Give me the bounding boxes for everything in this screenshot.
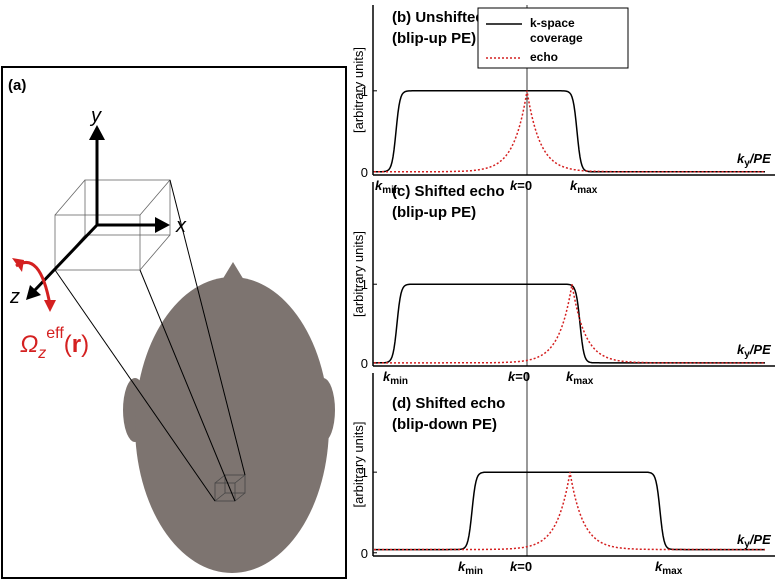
symbol: k [566,369,574,384]
paren: ( [64,331,72,358]
symbol: k [570,178,578,193]
y-tick-label: 0 [361,546,368,561]
x-axis-label: ky/PE [737,532,771,550]
symbol: k [510,559,518,574]
subscript: min [465,566,483,577]
legend-label: echo [530,50,559,64]
paren: ) [81,331,89,358]
x-tick-label: k=0 [510,178,532,193]
suffix: =0 [517,178,532,193]
suffix: /PE [749,342,771,357]
suffix: /PE [749,151,771,166]
superscript: eff [46,325,64,342]
panel-label: (a) [8,77,26,94]
y-tick-label: 1 [361,84,368,99]
echo-curve [374,284,765,364]
omega-label: Ωzeff(r) [20,325,89,362]
subscript: min [382,185,400,196]
axis-label: z [9,286,20,308]
x-tick-label: kmax [570,178,598,196]
x-tick-label: kmax [566,369,594,387]
legend-label: k-space coverage [530,16,583,45]
symbol: k [510,178,518,193]
x-tick-label: kmax [655,559,683,577]
axis-label: x [175,215,187,237]
y-tick-label: 1 [361,465,368,480]
panel-subtitle: (blip-down PE) [392,416,497,433]
kspace-curve [374,90,765,173]
x-axis-label: ky/PE [737,151,771,169]
panel-frame [1,66,347,579]
echo-curve [374,90,765,173]
symbol: k [737,532,745,547]
subscript: max [662,566,682,577]
y-tick-label: 0 [361,165,368,180]
y-axis-label: [arbitrary units] [351,231,366,317]
x-tick-label: k=0 [508,369,530,384]
symbol: k [383,369,391,384]
symbol: Ω [20,331,38,358]
panel-a: (a) y x z Ωzeff(r) [1,66,347,579]
axes-3d [26,125,170,300]
panel-title: (d) Shifted echo [392,395,505,412]
symbol: k [737,151,745,166]
y-axis-label: [arbitrary units] [351,47,366,133]
projection-lines [54,179,246,502]
subscript: y [744,158,750,169]
panel-title: (c) Shifted echo [392,183,505,200]
arrow-head [12,258,56,312]
subscript: y [744,539,750,550]
subscript: z [37,345,46,362]
kspace-curve [374,283,765,364]
argument: r [72,331,81,358]
kspace-curve [374,471,765,551]
echo-curve [374,472,765,551]
panel-subtitle: (blip-up PE) [392,30,476,47]
y-axis-label: [arbitrary units] [351,422,366,508]
panel-subtitle: (blip-up PE) [392,204,476,221]
suffix: =0 [517,559,532,574]
y-tick-label: 0 [361,356,368,371]
x-axis-label: ky/PE [737,342,771,360]
suffix: =0 [515,369,530,384]
x-tick-label: kmin [458,559,483,577]
x-tick-label: kmin [375,178,400,196]
x-tick-label: k=0 [510,559,532,574]
y-tick-label: 1 [361,277,368,292]
axis-label: y [89,105,102,127]
subscript: max [573,376,593,387]
symbol: k [737,342,745,357]
subscript: y [744,349,750,360]
subscript: min [390,376,408,387]
symbol: k [655,559,663,574]
symbol: k [375,178,383,193]
symbol: k [508,369,516,384]
suffix: /PE [749,532,771,547]
subscript: max [577,185,597,196]
voxel-small [214,474,246,502]
x-tick-label: kmin [383,369,408,387]
symbol: k [458,559,466,574]
